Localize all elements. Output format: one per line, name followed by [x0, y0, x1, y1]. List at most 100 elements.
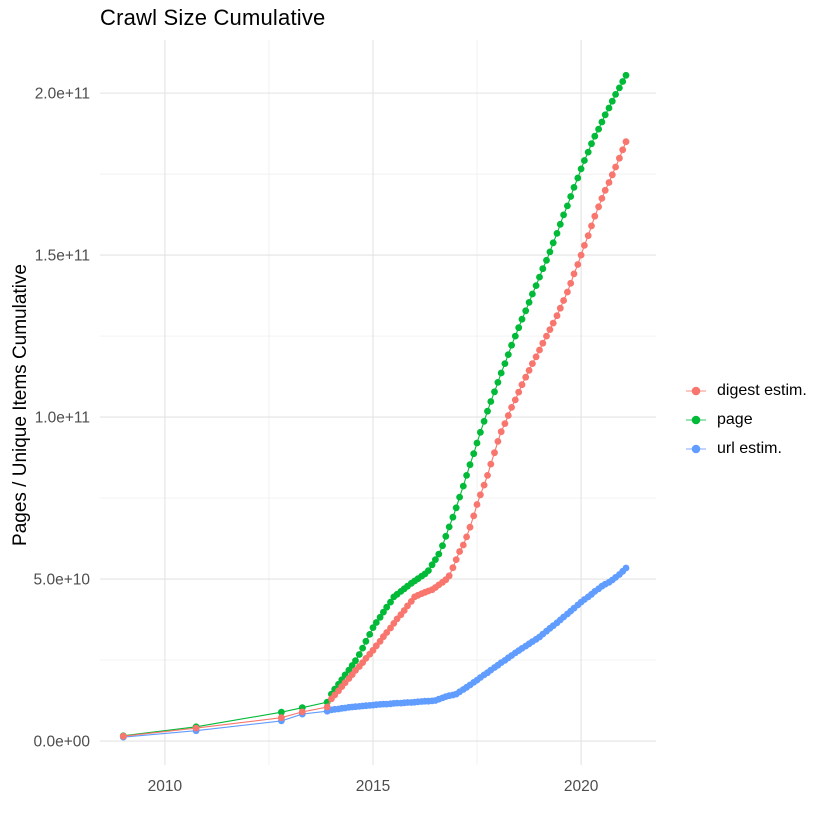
data-point — [570, 184, 578, 191]
data-point — [612, 91, 619, 98]
data-point — [484, 407, 491, 415]
data-point — [432, 556, 439, 563]
data-point — [348, 662, 356, 669]
data-point — [449, 513, 457, 521]
data-point — [501, 420, 509, 427]
data-point — [601, 111, 609, 119]
data-point — [463, 472, 470, 479]
data-point — [323, 703, 331, 711]
data-point — [515, 324, 523, 332]
data-point — [491, 449, 498, 457]
data-point — [497, 369, 505, 377]
data-point — [539, 265, 547, 273]
data-point — [608, 171, 616, 179]
data-point — [487, 460, 495, 468]
legend-label-digest-estim: digest estim. — [717, 381, 807, 399]
data-point — [525, 299, 533, 306]
data-point — [536, 346, 543, 354]
data-point — [511, 332, 519, 340]
data-point — [504, 351, 512, 358]
data-point — [428, 561, 436, 569]
data-point — [504, 412, 512, 419]
data-point — [549, 319, 557, 327]
data-point — [366, 631, 374, 638]
data-point — [574, 174, 582, 182]
data-point — [591, 212, 599, 220]
y-axis-tick-label: 1.5e+11 — [35, 248, 90, 265]
data-point — [616, 84, 623, 92]
data-point — [445, 523, 453, 531]
data-point — [556, 220, 564, 228]
data-point — [622, 71, 630, 79]
data-point — [601, 186, 609, 194]
x-axis-tick-label: 2015 — [356, 778, 390, 795]
data-point — [425, 567, 432, 574]
data-point — [543, 256, 550, 264]
data-point — [560, 211, 567, 219]
legend-item-url-estim: url estim. — [684, 434, 807, 463]
data-point — [588, 140, 595, 148]
data-point — [598, 118, 606, 126]
data-point — [595, 125, 602, 133]
data-point — [435, 550, 443, 558]
data-point — [383, 629, 391, 636]
data-point — [456, 548, 463, 555]
data-point — [511, 396, 519, 404]
data-point — [449, 564, 457, 572]
data-point — [466, 523, 474, 531]
data-point — [553, 312, 561, 320]
data-point — [518, 315, 526, 323]
data-point — [522, 373, 530, 381]
data-point — [567, 279, 575, 287]
data-point — [532, 353, 540, 361]
data-point — [355, 651, 363, 658]
data-point — [508, 404, 515, 411]
y-axis-tick-label: 2.0e+11 — [35, 86, 90, 103]
y-axis-tick-label: 5.0e+10 — [34, 572, 91, 589]
data-point — [536, 273, 543, 281]
data-point — [491, 388, 498, 396]
data-point — [591, 132, 599, 140]
data-point — [577, 165, 585, 173]
data-point — [619, 78, 627, 85]
data-point — [539, 339, 547, 347]
data-point — [584, 148, 592, 156]
data-point — [570, 270, 578, 278]
data-point — [595, 203, 602, 211]
data-point — [619, 146, 627, 154]
data-point — [359, 644, 366, 652]
data-point — [522, 307, 530, 315]
legend: digest estim. page url estim. — [684, 376, 807, 463]
data-point — [501, 360, 509, 367]
data-point — [518, 381, 526, 389]
data-point — [466, 461, 474, 469]
data-point — [494, 379, 502, 386]
data-point — [529, 290, 536, 298]
legend-item-digest-estim: digest estim. — [684, 376, 807, 405]
data-point — [477, 428, 484, 436]
data-point — [459, 541, 467, 549]
data-point — [525, 367, 533, 374]
data-point — [452, 504, 460, 512]
data-point — [581, 242, 588, 249]
data-point — [372, 619, 380, 626]
data-point — [480, 481, 488, 489]
data-point — [556, 304, 564, 312]
data-point — [564, 202, 571, 210]
data-point — [497, 428, 505, 436]
legend-key-url-estim-icon — [686, 444, 706, 453]
data-point — [622, 138, 630, 146]
data-point — [452, 556, 460, 563]
x-axis-tick-label: 2020 — [564, 778, 599, 795]
data-point — [442, 532, 450, 540]
legend-key-digest-estim-icon — [686, 386, 706, 395]
data-point — [546, 326, 554, 333]
data-point — [487, 398, 495, 405]
data-point — [546, 248, 554, 256]
data-point — [439, 542, 446, 550]
data-point — [445, 572, 453, 580]
data-point — [404, 602, 411, 610]
data-point — [362, 637, 370, 645]
